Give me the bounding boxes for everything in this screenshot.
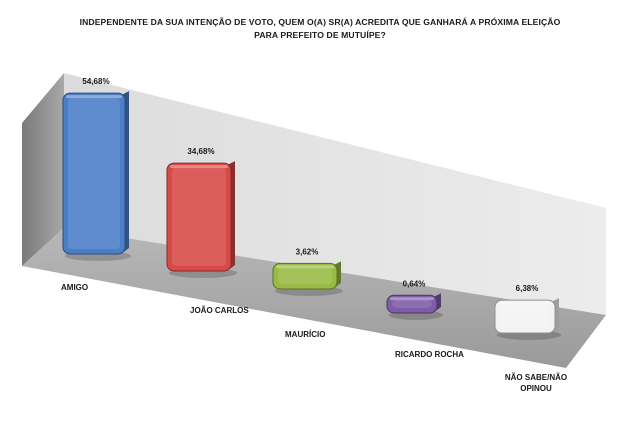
bar-face: [68, 98, 120, 250]
chart-title-line-1: INDEPENDENTE DA SUA INTENÇÃO DE VOTO, QU…: [79, 17, 561, 27]
category-label-5-line-2: OPINOU: [520, 384, 552, 393]
value-label-1: 54,68%: [82, 77, 109, 86]
value-label-5: 6,38%: [516, 284, 539, 293]
bar-top-highlight: [276, 265, 334, 269]
bar-4: [386, 293, 443, 320]
bar-1: [62, 91, 131, 261]
bar-top-highlight: [66, 95, 122, 99]
category-label-2: JOÃO CARLOS: [190, 306, 249, 315]
bar-top-highlight: [390, 297, 434, 301]
bar-top-highlight: [170, 165, 228, 169]
value-labels-layer: 54,68% 34,68% 3,62% 0,64% 6,38%: [82, 77, 538, 293]
value-label-2: 34,68%: [187, 147, 214, 156]
category-label-5-line-1: NÃO SABE/NÃO: [505, 373, 567, 382]
category-labels-layer: AMIGO JOÃO CARLOS MAURÍCIO RICARDO ROCHA NÃO…: [61, 283, 567, 393]
category-label-1: AMIGO: [61, 283, 88, 292]
bars-layer: [62, 91, 561, 340]
value-label-3: 3,62%: [296, 247, 319, 256]
bar-face: [500, 305, 550, 328]
bar-top-highlight: [498, 302, 552, 306]
side-wall: [22, 73, 64, 266]
bar-face: [278, 268, 332, 284]
chart-title: INDEPENDENTE DA SUA INTENÇÃO DE VOTO, QU…: [40, 16, 600, 42]
category-label-4: RICARDO ROCHA: [395, 350, 464, 359]
bar-face: [392, 300, 432, 308]
category-label-3: MAURÍCIO: [285, 330, 325, 339]
chart-title-line-2: PARA PREFEITO DE MUTUÍPE?: [254, 30, 386, 40]
bar-2: [166, 161, 237, 278]
bar-5: [494, 298, 561, 340]
back-wall: [64, 73, 606, 315]
bar-3: [272, 261, 343, 296]
value-label-4: 0,64%: [403, 279, 426, 288]
bar-face: [172, 168, 226, 266]
